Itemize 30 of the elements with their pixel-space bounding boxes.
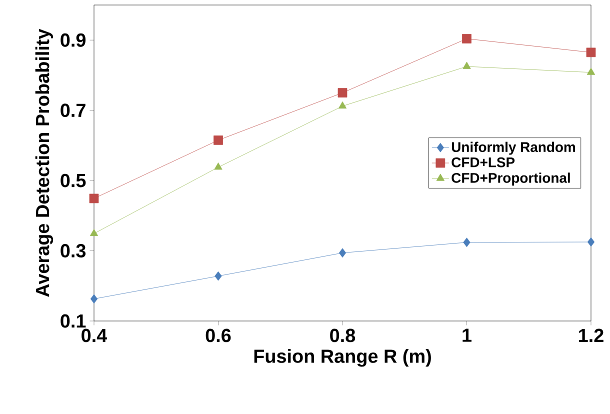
x-tick-label: 1 bbox=[462, 328, 472, 342]
y-tick-label: 0.9 bbox=[60, 33, 86, 47]
legend-label: CFD+Proportional bbox=[452, 172, 570, 186]
point bbox=[90, 294, 98, 304]
point bbox=[214, 271, 222, 281]
y-tick-label: 0.1 bbox=[60, 314, 86, 328]
point bbox=[214, 135, 223, 145]
x-tick-label: 0.6 bbox=[206, 328, 231, 342]
x-tick-label: 0.4 bbox=[82, 328, 108, 342]
point bbox=[463, 238, 470, 248]
point bbox=[462, 62, 471, 69]
x-tick-label: 0.8 bbox=[330, 328, 356, 342]
point bbox=[90, 228, 98, 236]
y-tick-label: 0.7 bbox=[60, 104, 86, 118]
y-axis-title: Average Detection Probability bbox=[35, 28, 54, 297]
point bbox=[214, 162, 222, 170]
x-tick-label: 1.2 bbox=[579, 328, 604, 342]
legend-label: CFD+LSP bbox=[452, 157, 515, 168]
point bbox=[89, 194, 99, 204]
point bbox=[338, 88, 348, 98]
point bbox=[587, 237, 595, 247]
point bbox=[338, 248, 346, 258]
y-tick-label: 0.3 bbox=[60, 244, 86, 258]
legend-label: Uniformly Random bbox=[452, 142, 576, 155]
x-axis-title: Fusion Range R (m) bbox=[254, 349, 431, 367]
point bbox=[462, 34, 472, 44]
point bbox=[338, 101, 347, 109]
y-tick-label: 0.5 bbox=[60, 174, 86, 188]
point bbox=[586, 68, 596, 75]
point bbox=[586, 48, 596, 58]
